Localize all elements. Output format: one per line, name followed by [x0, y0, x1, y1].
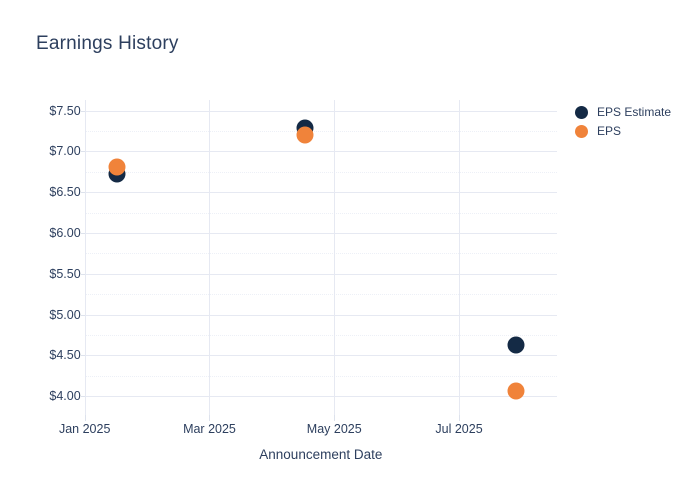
y-tick-mark	[80, 355, 85, 357]
legend-item-eps-estimate[interactable]: EPS Estimate	[575, 104, 671, 120]
y-tick-label: $5.00	[49, 307, 81, 322]
legend-item-eps[interactable]: EPS	[575, 123, 671, 139]
y-tick-label: $7.00	[49, 144, 81, 159]
gridline-horizontal-major	[84, 355, 557, 357]
y-tick-label: $5.50	[49, 266, 81, 281]
gridline-horizontal-minor	[84, 294, 557, 296]
y-tick-mark	[80, 110, 85, 112]
x-tick-label: Jan 2025	[58, 422, 111, 436]
y-tick-mark	[80, 396, 85, 398]
legend-label-eps: EPS	[597, 124, 622, 138]
gridline-horizontal-minor	[84, 335, 557, 337]
x-tick-mark	[209, 415, 211, 421]
chart-title: Earnings History	[36, 33, 179, 54]
y-tick-mark	[80, 233, 85, 235]
point-eps-1[interactable]	[296, 126, 314, 144]
gridline-horizontal-major	[84, 314, 557, 316]
gridline-vertical-major	[459, 100, 461, 415]
gridline-vertical-major	[209, 100, 211, 415]
x-tick-mark	[459, 415, 461, 421]
eps-estimate-marker-icon	[575, 105, 588, 119]
legend-label-eps-estimate: EPS Estimate	[597, 105, 672, 119]
gridline-horizontal-minor	[84, 171, 557, 173]
eps-marker-icon	[575, 124, 588, 138]
gridline-horizontal-minor	[84, 212, 557, 214]
gridline-horizontal-major	[84, 110, 557, 112]
gridline-horizontal-minor	[84, 131, 557, 132]
gridline-horizontal-major	[84, 151, 557, 153]
y-tick-mark	[80, 314, 85, 316]
gridline-horizontal-major	[84, 233, 557, 235]
x-tick-label: May 2025	[306, 422, 362, 436]
gridline-horizontal-minor	[84, 375, 557, 377]
y-tick-mark	[80, 192, 85, 194]
gridline-horizontal-major	[84, 396, 557, 398]
point-eps-estimate-2[interactable]	[507, 336, 525, 354]
y-tick-mark	[80, 151, 85, 153]
gridline-horizontal-major	[84, 192, 557, 194]
y-tick-label: $4.00	[49, 389, 81, 404]
gridline-vertical-major	[84, 100, 86, 415]
gridline-horizontal-minor	[84, 253, 557, 255]
y-tick-label: $7.50	[49, 103, 81, 118]
y-tick-label: $4.50	[49, 348, 81, 363]
gridline-horizontal-major	[84, 273, 557, 275]
y-tick-mark	[80, 273, 85, 275]
x-tick-label: Mar 2025	[183, 422, 236, 436]
point-eps-2[interactable]	[507, 382, 525, 400]
gridline-vertical-major	[334, 100, 336, 415]
legend: EPS Estimate EPS	[575, 104, 671, 142]
x-tick-mark	[84, 415, 86, 421]
x-axis-title: Announcement Date	[259, 447, 383, 462]
y-tick-label: $6.50	[49, 185, 81, 200]
x-tick-label: Jul 2025	[435, 422, 483, 436]
point-eps-0[interactable]	[108, 158, 126, 176]
x-tick-mark	[334, 415, 336, 421]
y-tick-label: $6.00	[49, 226, 81, 241]
